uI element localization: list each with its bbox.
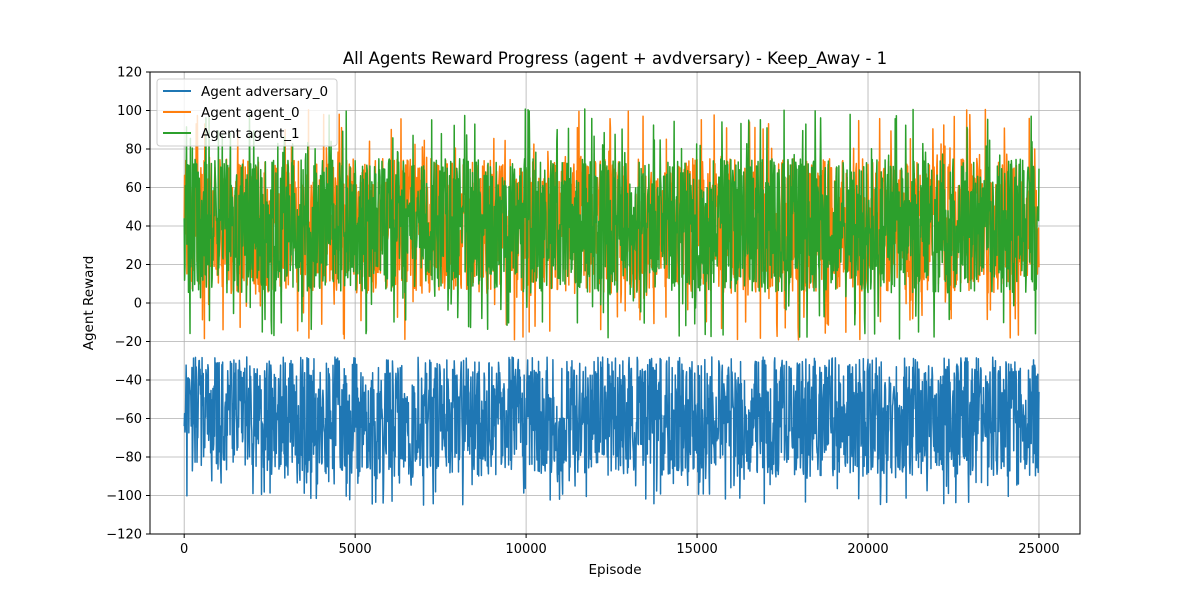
y-tick-label: −100 <box>106 489 142 504</box>
x-tick-label: 5000 <box>339 542 372 557</box>
legend-label-agent-1: Agent agent_1 <box>201 126 300 142</box>
y-axis-label: Agent Reward <box>81 256 97 351</box>
y-tick-label: 40 <box>125 220 142 235</box>
y-tick-label: 100 <box>117 104 142 119</box>
y-tick-label: 20 <box>125 258 142 273</box>
y-tick-label: −80 <box>115 451 142 466</box>
chart-title: All Agents Reward Progress (agent + avdv… <box>343 49 887 69</box>
series-line-agent-adversary-0 <box>183 356 1040 506</box>
y-tick-label: 120 <box>117 66 142 81</box>
legend-label-adversary-0: Agent adversary_0 <box>201 84 328 100</box>
y-tick-label: 60 <box>125 181 142 196</box>
x-axis: 0 5000 10000 15000 20000 25000 <box>180 534 1060 557</box>
series-layer <box>183 108 1040 506</box>
legend-label-agent-0: Agent agent_0 <box>201 105 300 121</box>
legend: Agent adversary_0 Agent agent_0 Agent ag… <box>156 78 338 147</box>
y-tick-label: −40 <box>115 374 142 389</box>
y-tick-label: −60 <box>115 412 142 427</box>
y-tick-label: −120 <box>106 528 142 543</box>
y-tick-label: −20 <box>115 335 142 350</box>
y-tick-label: 80 <box>125 143 142 158</box>
x-tick-label: 15000 <box>676 542 717 557</box>
x-axis-label: Episode <box>588 562 641 578</box>
x-tick-label: 20000 <box>847 542 888 557</box>
x-tick-label: 25000 <box>1018 542 1059 557</box>
y-axis: −120 −100 −80 −60 −40 −20 0 20 40 60 80 100 120 <box>106 66 150 543</box>
series-line-agent-agent-1 <box>183 108 1040 340</box>
x-tick-label: 10000 <box>505 542 546 557</box>
x-tick-label: 0 <box>180 542 188 557</box>
y-tick-label: 0 <box>134 297 142 312</box>
legend-box <box>156 78 338 147</box>
